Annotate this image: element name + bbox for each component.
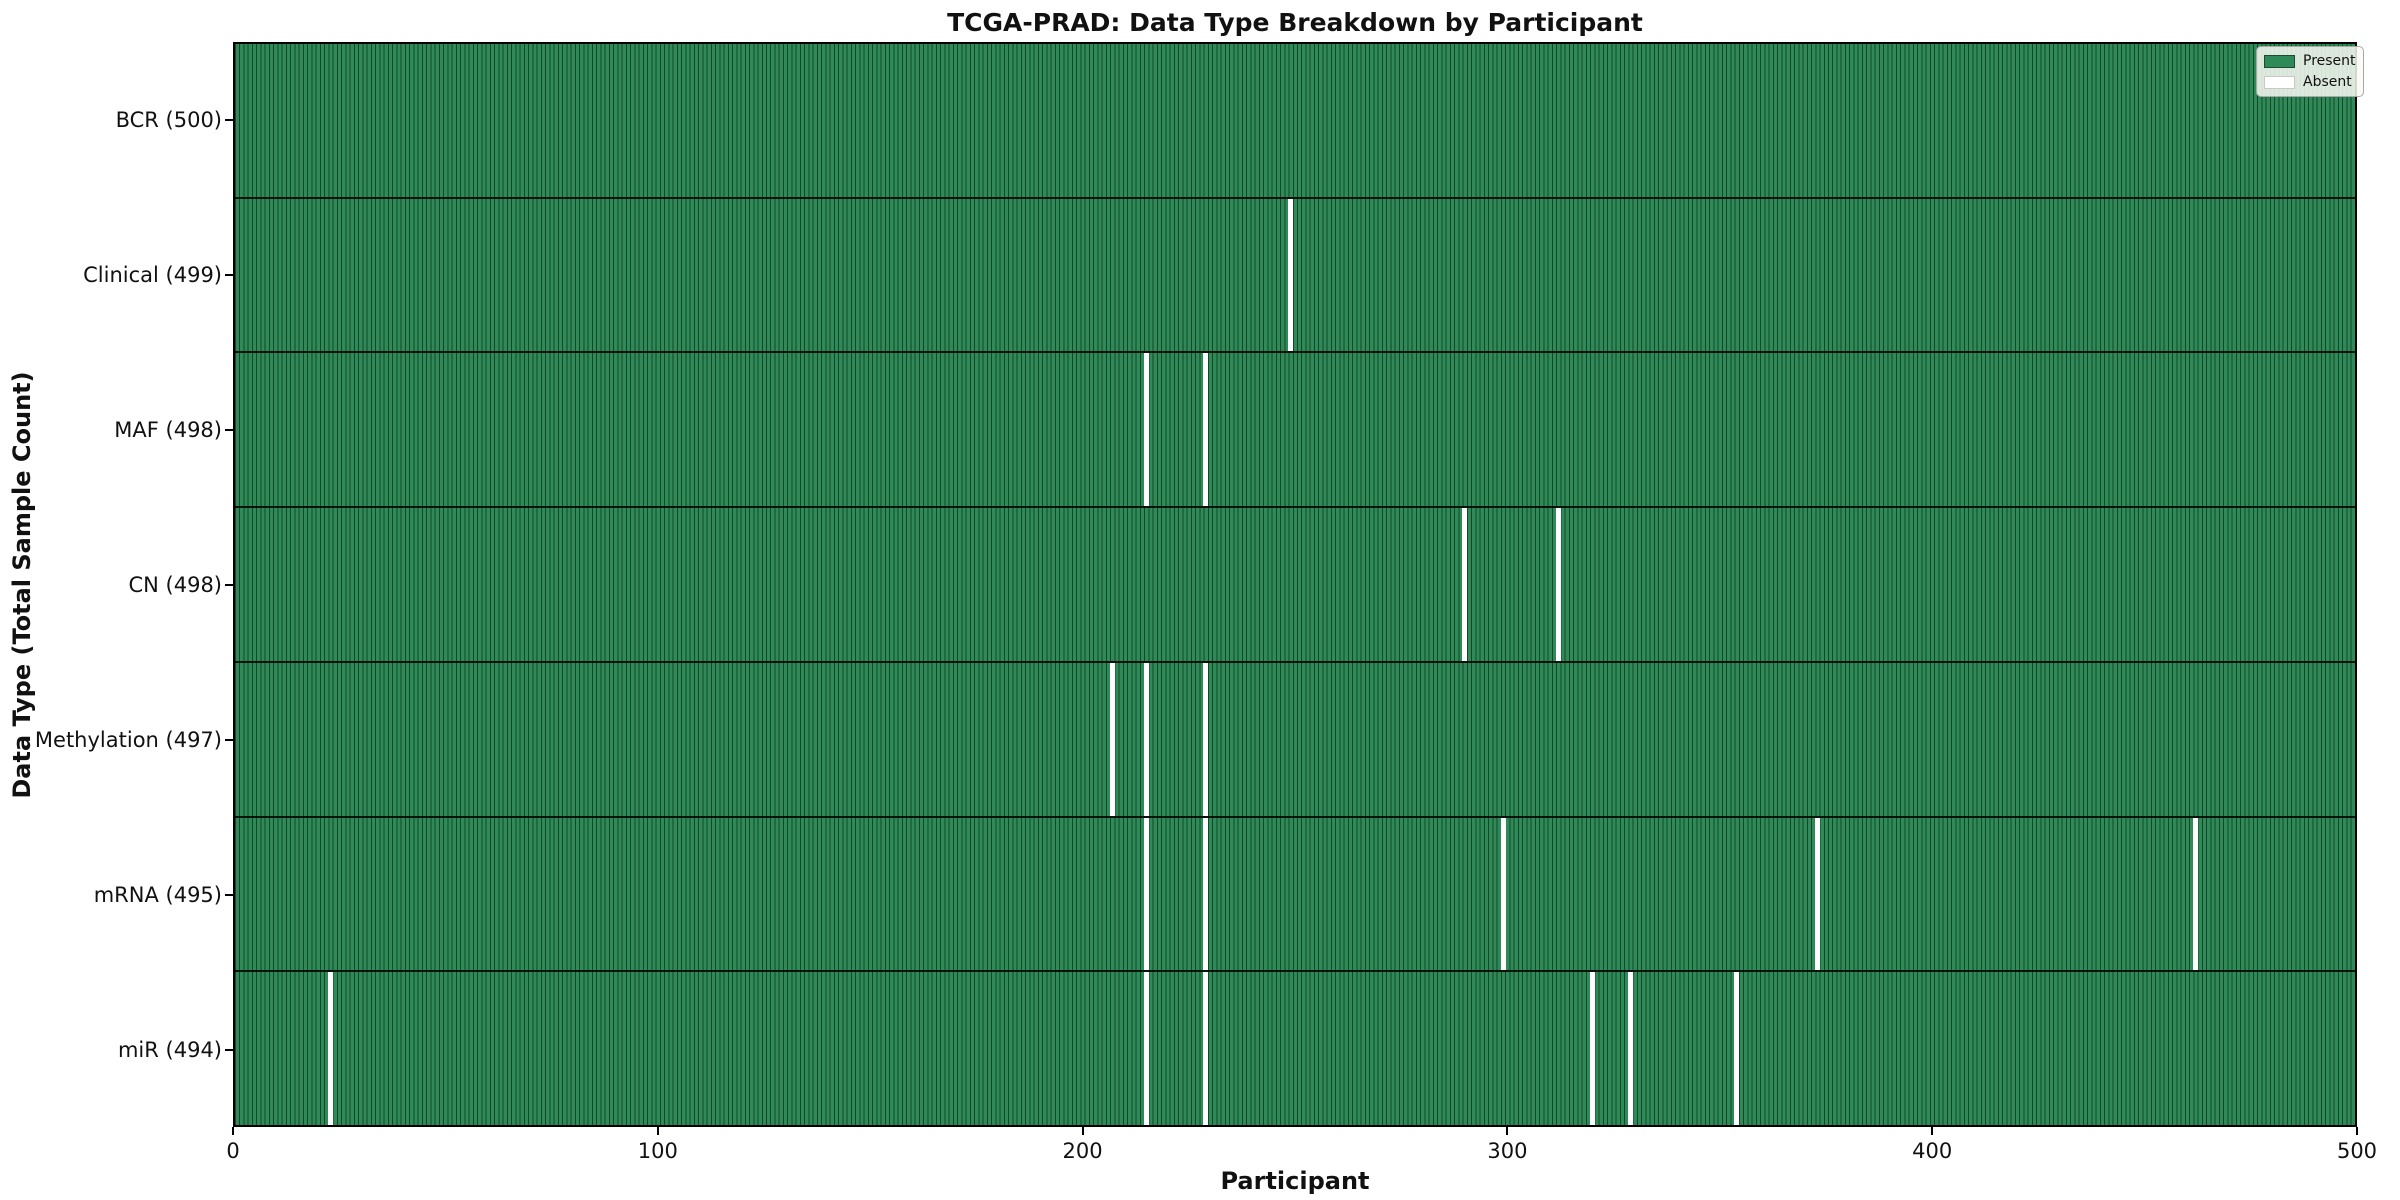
x-axis-tick — [2356, 1127, 2358, 1135]
y-axis-tick — [225, 1048, 233, 1051]
legend-label-present: Present — [2303, 53, 2356, 69]
heatmap-row-mrna — [235, 817, 2355, 973]
absent-gap — [1555, 508, 1561, 661]
absent-gap — [1627, 972, 1633, 1126]
x-axis-tick — [1931, 1127, 1934, 1135]
x-tick-label-100: 100 — [637, 1139, 678, 1163]
absent-gap — [1734, 972, 1740, 1126]
y-tick-label-mir: miR (494) — [117, 1037, 222, 1062]
y-tick-label-maf: MAF (498) — [114, 417, 222, 442]
heatmap-row-bcr — [235, 44, 2355, 199]
y-axis-tick — [225, 428, 233, 431]
absent-gap — [1143, 972, 1149, 1126]
x-tick-label-200: 200 — [1062, 1139, 1103, 1163]
chart-title: TCGA-PRAD: Data Type Breakdown by Partic… — [947, 8, 1643, 37]
y-tick-label-bcr: BCR (500) — [115, 107, 222, 132]
x-tick-label-400: 400 — [1912, 1139, 1953, 1163]
absent-gap — [1203, 817, 1209, 971]
heatmap-row-clinical — [235, 198, 2355, 354]
absent-gap — [1288, 198, 1294, 352]
absent-gap — [1589, 972, 1595, 1126]
y-axis-tick — [225, 273, 233, 276]
x-tick-label-300: 300 — [1487, 1139, 1528, 1163]
y-tick-label-cn: CN (498) — [128, 572, 222, 597]
y-tick-label-clinical: Clinical (499) — [83, 262, 222, 287]
absent-gap — [1109, 662, 1115, 816]
absent-gap — [1203, 972, 1209, 1126]
y-axis-tick — [225, 893, 233, 896]
y-axis-tick — [225, 583, 233, 586]
legend-swatch-present — [2264, 54, 2295, 68]
absent-gap — [328, 972, 334, 1126]
absent-gap — [1143, 662, 1149, 816]
x-axis-tick — [656, 1127, 659, 1135]
absent-gap — [1203, 353, 1209, 507]
plot-area — [233, 42, 2357, 1127]
legend-entry-present: Present — [2264, 53, 2356, 69]
x-axis-tick — [1506, 1127, 1509, 1135]
y-tick-label-methylation: Methylation (497) — [34, 727, 222, 752]
legend: Present Absent — [2256, 46, 2364, 97]
heatmap-row-mir — [235, 972, 2355, 1126]
y-axis-tick — [225, 118, 233, 121]
x-axis-tick — [232, 1127, 234, 1135]
heatmap-row-maf — [235, 353, 2355, 509]
legend-entry-absent: Absent — [2264, 74, 2356, 90]
absent-gap — [1143, 817, 1149, 971]
heatmap-row-cn — [235, 508, 2355, 663]
legend-swatch-absent — [2264, 75, 2295, 89]
x-tick-label-500: 500 — [2336, 1139, 2378, 1163]
absent-gap — [1143, 353, 1149, 507]
x-tick-label-0: 0 — [226, 1139, 240, 1163]
absent-gap — [2192, 817, 2198, 971]
x-axis-tick — [1081, 1127, 1084, 1135]
absent-gap — [1203, 662, 1209, 816]
x-axis-title: Participant — [1220, 1167, 1370, 1195]
absent-gap — [1814, 817, 1820, 971]
absent-gap — [1462, 508, 1468, 661]
y-axis-tick — [225, 738, 233, 741]
heatmap-row-methylation — [235, 662, 2355, 818]
y-tick-label-mrna: mRNA (495) — [93, 882, 222, 907]
absent-gap — [1500, 817, 1506, 971]
legend-label-absent: Absent — [2303, 74, 2352, 90]
